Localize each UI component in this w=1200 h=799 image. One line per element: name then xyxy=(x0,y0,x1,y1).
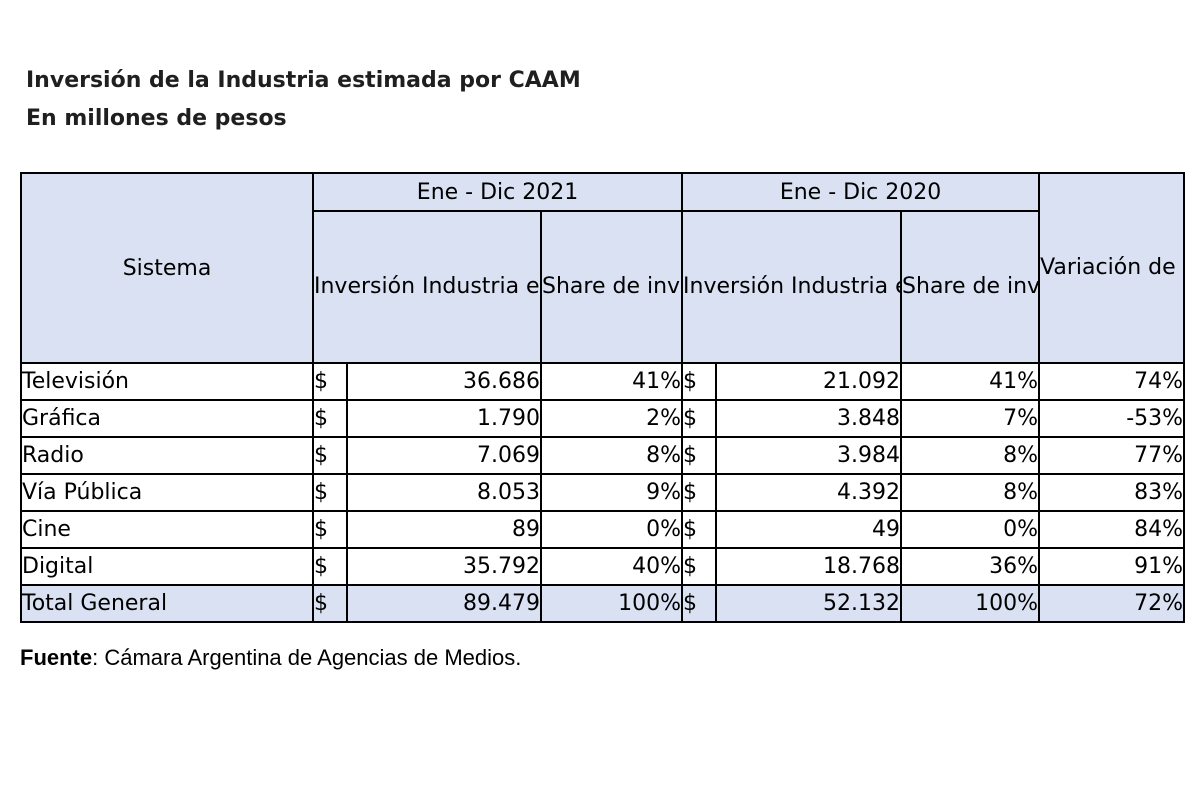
table-total-row: Total General $89.479 100% $52.132 100% 72% xyxy=(20,584,1186,623)
cell-share-2021: 0% xyxy=(539,510,684,549)
cell-variacion: 83% xyxy=(1038,473,1186,512)
cell-share-2020: 0% xyxy=(900,510,1041,549)
cell-sistema: Digital xyxy=(20,547,314,586)
chart-subtitle: En millones de pesos xyxy=(26,106,287,131)
cell-inversion-2020: 3.984 xyxy=(715,436,903,475)
cell-inversion-2021: 36.686 xyxy=(346,362,542,401)
cell-variacion: 72% xyxy=(1038,584,1186,623)
header-share-2020: Share de inversión industria xyxy=(900,210,1041,364)
cell-variacion: 84% xyxy=(1038,510,1186,549)
cell-inversion-2020: 3.848 xyxy=(715,399,903,438)
source-text: : Cámara Argentina de Agencias de Medios… xyxy=(92,645,522,670)
cell-currency-2020: $ xyxy=(681,399,718,438)
cell-share-2020: 8% xyxy=(900,436,1041,475)
cell-variacion: 74% xyxy=(1038,362,1186,401)
header-sistema: Sistema xyxy=(20,172,314,364)
cell-inversion-2021: 8.053 xyxy=(346,473,542,512)
table-row: Televisión $36.686 41% $21.092 41% 74% xyxy=(20,362,1186,401)
cell-sistema: Televisión xyxy=(20,362,314,401)
cell-inversion-2021: 7.069 xyxy=(346,436,542,475)
cell-inversion-2021: 89.479 xyxy=(346,584,542,623)
cell-currency-2020: $ xyxy=(681,436,718,475)
header-inversion-2020: Inversión Industria estimada por CAAM xyxy=(681,210,903,364)
header-share-2021: Share de inversión industria xyxy=(539,210,684,364)
cell-inversion-2021: 89 xyxy=(346,510,542,549)
cell-share-2020: 36% xyxy=(900,547,1041,586)
table-row: Radio $7.069 8% $3.984 8% 77% xyxy=(20,436,1186,475)
cell-share-2020: 7% xyxy=(900,399,1041,438)
table-row: Vía Pública $8.053 9% $4.392 8% 83% xyxy=(20,473,1186,512)
cell-share-2020: 41% xyxy=(900,362,1041,401)
table-row: Digital $35.792 40% $18.768 36% 91% xyxy=(20,547,1186,586)
table-body: Televisión $36.686 41% $21.092 41% 74% Gráfica… xyxy=(20,362,1186,623)
cell-inversion-2021: 35.792 xyxy=(346,547,542,586)
cell-share-2021: 40% xyxy=(539,547,684,586)
chart-title: Inversión de la Industria estimada por C… xyxy=(26,68,581,93)
cell-currency-2021: $ xyxy=(312,547,348,586)
cell-variacion: 91% xyxy=(1038,547,1186,586)
cell-sistema: Cine xyxy=(20,510,314,549)
cell-inversion-2020: 49 xyxy=(715,510,903,549)
cell-sistema: Gráfica xyxy=(20,399,314,438)
cell-currency-2021: $ xyxy=(312,362,348,401)
cell-currency-2020: $ xyxy=(681,362,718,401)
cell-share-2021: 41% xyxy=(539,362,684,401)
header-variacion: Variación de la inversión '21 vs '20 xyxy=(1038,172,1186,364)
cell-share-2020: 8% xyxy=(900,473,1041,512)
cell-inversion-2020: 18.768 xyxy=(715,547,903,586)
cell-currency-2020: $ xyxy=(681,510,718,549)
cell-sistema: Total General xyxy=(20,584,314,623)
cell-share-2021: 8% xyxy=(539,436,684,475)
table-row: Cine $89 0% $49 0% 84% xyxy=(20,510,1186,549)
header-period-2021: Ene - Dic 2021 xyxy=(311,172,684,212)
cell-currency-2020: $ xyxy=(681,547,718,586)
cell-currency-2021: $ xyxy=(312,436,348,475)
cell-currency-2021: $ xyxy=(312,473,348,512)
cell-currency-2021: $ xyxy=(312,584,348,623)
cell-inversion-2020: 21.092 xyxy=(715,362,903,401)
investment-table: Sistema Ene - Dic 2021 Ene - Dic 2020 Va… xyxy=(20,172,1186,623)
cell-currency-2020: $ xyxy=(681,473,718,512)
cell-inversion-2021: 1.790 xyxy=(346,399,542,438)
header-inversion-2021: Inversión Industria estimada por CAAM xyxy=(312,210,542,364)
title-block: Inversión de la Industria estimada por C… xyxy=(26,62,581,138)
cell-share-2021: 9% xyxy=(539,473,684,512)
cell-currency-2021: $ xyxy=(312,399,348,438)
cell-variacion: 77% xyxy=(1038,436,1186,475)
cell-share-2020: 100% xyxy=(900,584,1041,623)
cell-currency-2020: $ xyxy=(681,584,718,623)
cell-share-2021: 2% xyxy=(539,399,684,438)
cell-variacion: -53% xyxy=(1038,399,1186,438)
cell-currency-2021: $ xyxy=(312,510,348,549)
cell-inversion-2020: 4.392 xyxy=(715,473,903,512)
cell-inversion-2020: 52.132 xyxy=(715,584,903,623)
cell-sistema: Radio xyxy=(20,436,314,475)
cell-sistema: Vía Pública xyxy=(20,473,314,512)
header-period-2020: Ene - Dic 2020 xyxy=(681,172,1041,212)
cell-share-2021: 100% xyxy=(539,584,684,623)
source-note: Fuente: Cámara Argentina de Agencias de … xyxy=(20,645,521,671)
source-label: Fuente xyxy=(20,645,93,670)
table-row: Gráfica $1.790 2% $3.848 7% -53% xyxy=(20,399,1186,438)
